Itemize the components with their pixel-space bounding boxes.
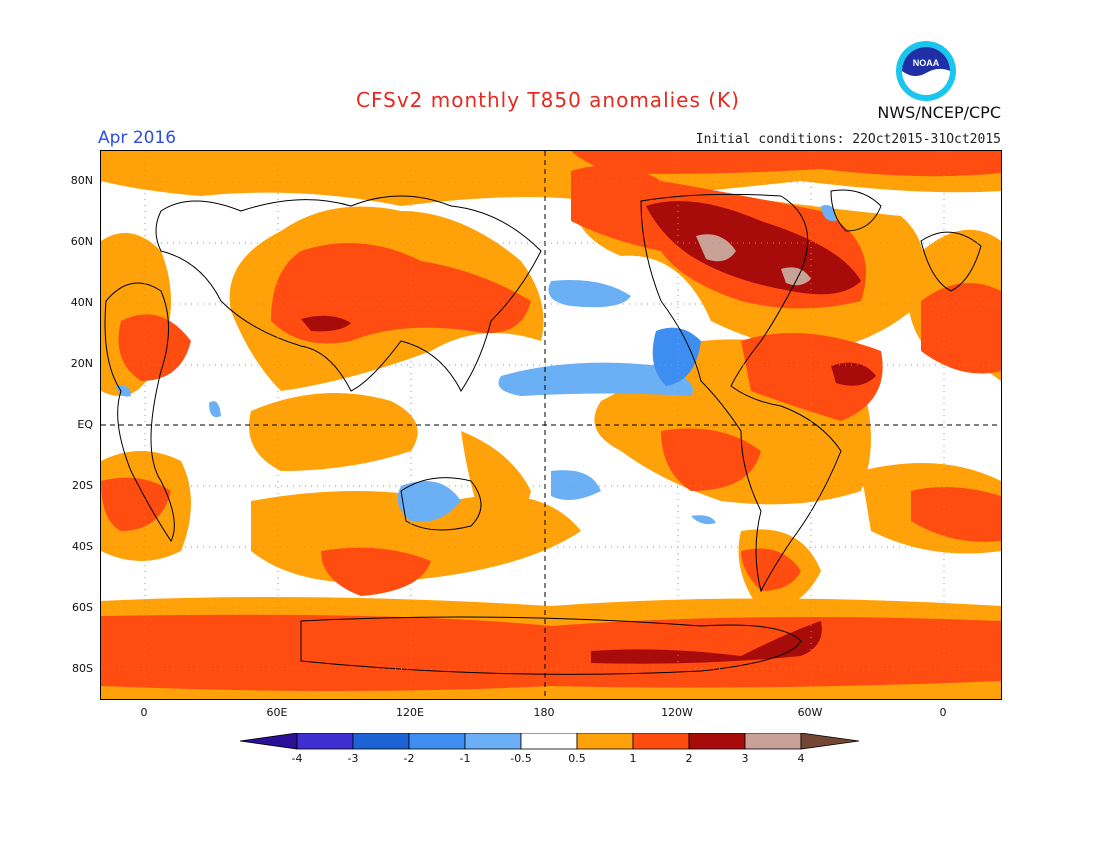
colorbar-label: 0.5 xyxy=(568,752,586,765)
graticule xyxy=(101,151,1001,699)
lat-label: 60S xyxy=(72,601,93,614)
initial-conditions: Initial conditions: 22Oct2015-31Oct2015 xyxy=(695,132,1001,147)
anomaly-negative xyxy=(116,205,836,525)
lon-label: 120W xyxy=(661,706,693,719)
colorbar-label: -1 xyxy=(459,752,471,765)
lat-label: 80S xyxy=(72,662,93,675)
lat-label: 40N xyxy=(70,296,93,309)
anomaly-3-to-4 xyxy=(696,234,811,286)
noaa-logo: NOAA xyxy=(896,41,956,101)
colorbar-label: 3 xyxy=(741,752,749,765)
forecast-month: Apr 2016 xyxy=(98,128,177,148)
lat-label: 20N xyxy=(70,357,93,370)
anomaly-map xyxy=(100,150,1002,700)
anomaly-negative-strong xyxy=(652,327,701,386)
noaa-logo-text: NOAA xyxy=(913,58,940,68)
lon-label: 0 xyxy=(939,706,947,719)
colorbar-label: -0.5 xyxy=(510,752,532,765)
lat-label: EQ xyxy=(77,418,93,431)
colorbar-label: -3 xyxy=(347,752,359,765)
map-title: CFSv2 monthly T850 anomalies (K) xyxy=(356,88,740,112)
lat-label: 60N xyxy=(70,235,93,248)
colorbar-label: -2 xyxy=(403,752,415,765)
agency-label: NWS/NCEP/CPC xyxy=(877,103,1001,122)
coastlines xyxy=(104,189,982,675)
colorbar xyxy=(240,733,860,750)
lon-label: 60E xyxy=(266,706,288,719)
lon-label: 60W xyxy=(797,706,823,719)
anomaly-2-to-3 xyxy=(301,201,876,664)
lon-label: 180 xyxy=(533,706,555,719)
colorbar-label: -4 xyxy=(291,752,303,765)
colorbar-label: 4 xyxy=(797,752,805,765)
lat-label: 40S xyxy=(72,540,93,553)
colorbar-label: 1 xyxy=(629,752,637,765)
colorbar-label: 2 xyxy=(685,752,693,765)
lon-label: 0 xyxy=(140,706,148,719)
lat-label: 20S xyxy=(72,479,93,492)
lat-label: 80N xyxy=(70,174,93,187)
lon-label: 120E xyxy=(396,706,424,719)
